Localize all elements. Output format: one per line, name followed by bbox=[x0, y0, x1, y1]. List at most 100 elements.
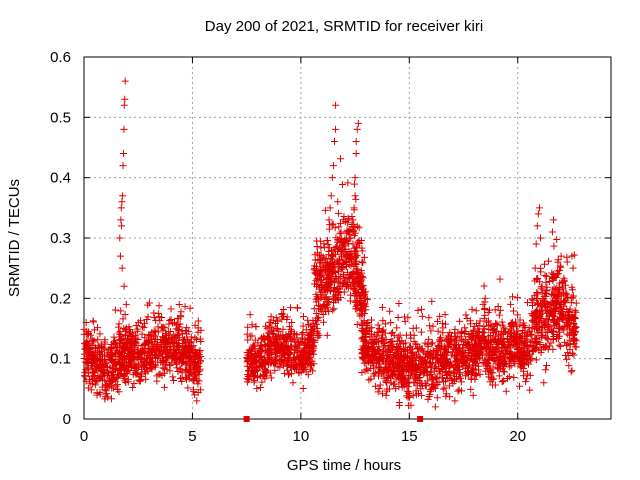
data-point bbox=[336, 282, 344, 290]
data-point bbox=[324, 265, 332, 273]
data-point bbox=[172, 360, 180, 368]
data-point bbox=[323, 265, 331, 273]
data-point bbox=[342, 245, 350, 253]
data-point bbox=[271, 341, 279, 349]
data-point bbox=[194, 380, 202, 388]
data-point bbox=[137, 354, 145, 362]
data-point bbox=[330, 305, 338, 313]
data-point bbox=[495, 372, 503, 380]
data-point bbox=[174, 367, 182, 375]
data-point bbox=[122, 332, 130, 340]
data-point bbox=[143, 349, 151, 357]
data-point bbox=[178, 359, 186, 367]
data-point bbox=[89, 338, 97, 346]
data-point bbox=[97, 351, 105, 359]
data-point bbox=[322, 262, 330, 270]
data-point bbox=[99, 344, 107, 352]
data-point bbox=[103, 364, 111, 372]
data-point bbox=[323, 331, 331, 339]
data-point bbox=[162, 343, 170, 351]
data-point bbox=[312, 277, 320, 285]
data-point bbox=[244, 336, 252, 344]
data-point bbox=[140, 324, 148, 332]
data-point bbox=[152, 361, 160, 369]
data-point bbox=[246, 311, 254, 319]
data-point bbox=[262, 366, 270, 374]
data-point bbox=[306, 351, 314, 359]
data-point bbox=[107, 345, 115, 353]
data-point bbox=[123, 370, 131, 378]
data-point bbox=[110, 372, 118, 380]
data-point bbox=[325, 296, 333, 303]
data-point bbox=[127, 341, 135, 349]
data-point bbox=[246, 332, 254, 340]
data-point bbox=[267, 313, 275, 321]
data-point bbox=[311, 338, 319, 346]
data-point bbox=[130, 355, 138, 363]
data-point bbox=[321, 282, 329, 290]
data-point bbox=[265, 351, 273, 359]
data-point bbox=[113, 370, 121, 378]
data-point bbox=[344, 179, 352, 187]
data-point bbox=[123, 359, 131, 367]
data-point bbox=[344, 214, 352, 222]
data-point bbox=[252, 364, 260, 372]
x-tick-label: 0 bbox=[80, 428, 88, 445]
data-point bbox=[288, 318, 296, 326]
data-point bbox=[249, 371, 257, 379]
data-point bbox=[304, 334, 312, 342]
data-point bbox=[265, 329, 273, 337]
data-point bbox=[298, 330, 306, 338]
data-point bbox=[266, 345, 274, 353]
data-point bbox=[120, 324, 128, 332]
data-point bbox=[340, 288, 348, 296]
data-point bbox=[266, 323, 274, 331]
data-point bbox=[156, 317, 164, 325]
data-point bbox=[267, 374, 275, 382]
data-point bbox=[116, 348, 124, 356]
data-point bbox=[346, 252, 354, 260]
data-point bbox=[129, 371, 137, 379]
data-point bbox=[120, 345, 128, 353]
data-point bbox=[275, 344, 283, 352]
data-point bbox=[258, 378, 266, 386]
data-point bbox=[189, 355, 197, 363]
data-point bbox=[325, 308, 333, 316]
y-tick-label: 0.3 bbox=[50, 230, 71, 247]
data-point bbox=[317, 273, 325, 281]
data-point bbox=[160, 336, 168, 344]
data-point bbox=[178, 327, 186, 335]
data-point bbox=[305, 354, 313, 362]
data-point bbox=[288, 362, 296, 370]
data-point bbox=[274, 362, 282, 370]
data-point bbox=[167, 315, 175, 323]
data-point bbox=[185, 367, 193, 375]
data-point bbox=[191, 372, 199, 380]
data-point bbox=[170, 331, 178, 339]
data-point bbox=[334, 267, 342, 275]
data-point bbox=[312, 317, 320, 325]
data-point bbox=[315, 305, 323, 313]
data-point bbox=[378, 303, 386, 311]
data-point bbox=[296, 349, 304, 357]
data-point bbox=[339, 279, 347, 287]
data-point bbox=[299, 384, 307, 392]
data-point bbox=[118, 361, 126, 369]
data-point bbox=[299, 347, 307, 355]
data-point bbox=[112, 350, 120, 358]
scatter-points bbox=[80, 77, 580, 422]
data-point bbox=[119, 315, 127, 323]
data-point bbox=[111, 341, 119, 349]
data-point bbox=[177, 308, 185, 316]
data-point bbox=[189, 376, 197, 384]
y-axis-label: SRMTID / TECUs bbox=[6, 179, 23, 297]
data-point bbox=[121, 326, 129, 334]
data-point bbox=[284, 344, 292, 352]
data-point bbox=[136, 377, 144, 385]
data-point bbox=[187, 333, 195, 341]
y-tick-label: 0.1 bbox=[50, 351, 71, 368]
data-point bbox=[337, 219, 345, 227]
data-point bbox=[110, 333, 118, 341]
data-point bbox=[98, 343, 106, 351]
data-point bbox=[142, 375, 150, 383]
